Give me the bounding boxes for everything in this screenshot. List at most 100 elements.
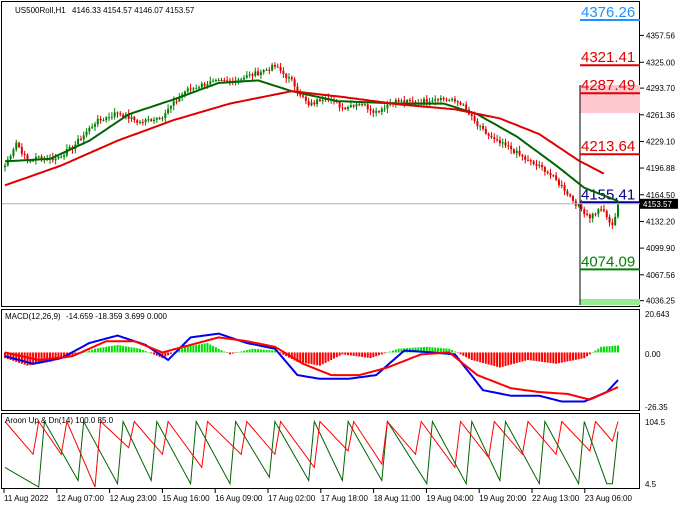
macd-histogram-bar xyxy=(144,351,147,353)
macd-histogram-bar xyxy=(138,348,141,353)
macd-histogram-bar xyxy=(602,346,605,353)
macd-histogram-bar xyxy=(614,345,617,353)
price-tick-label: 4036.25 xyxy=(646,297,675,306)
macd-histogram-bar xyxy=(212,345,215,353)
candle-body xyxy=(451,98,454,101)
macd-histogram-bar xyxy=(588,352,591,355)
macd-histogram-bar xyxy=(43,352,46,363)
candle-body xyxy=(600,209,603,211)
macd-histogram-bar xyxy=(124,346,127,353)
candle-body xyxy=(262,70,265,73)
macd-histogram-bar xyxy=(504,352,507,367)
macd-histogram-bar xyxy=(102,347,105,353)
candle-body xyxy=(549,173,552,176)
candle-body xyxy=(82,135,85,140)
macd-histogram-bar xyxy=(330,352,333,360)
macd-histogram-bar xyxy=(63,352,66,359)
macd-histogram-bar xyxy=(456,352,459,353)
candle-body xyxy=(32,160,35,162)
candle-body xyxy=(408,99,411,102)
candle-body xyxy=(462,104,465,106)
macd-histogram-bar xyxy=(282,352,285,355)
candle-body xyxy=(279,67,282,71)
macd-histogram-bar xyxy=(518,352,521,363)
macd-histogram-bar xyxy=(192,345,195,353)
candle-body xyxy=(341,107,344,109)
macd-histogram-bar xyxy=(240,351,243,353)
candle-body xyxy=(237,79,240,81)
candle-body xyxy=(203,83,206,86)
candle-body xyxy=(57,157,60,159)
candle-body xyxy=(296,86,299,92)
aroon-down-line xyxy=(4,419,619,488)
candle-body xyxy=(527,159,530,161)
candle-body xyxy=(498,140,501,144)
macd-histogram-bar xyxy=(141,349,144,353)
macd-histogram-bar xyxy=(324,352,327,363)
macd-histogram-bar xyxy=(507,352,510,366)
macd-histogram-bar xyxy=(293,352,296,361)
macd-histogram-bar xyxy=(538,352,541,362)
candle-body xyxy=(40,156,43,160)
macd-histogram-bar xyxy=(434,347,437,353)
candle-body xyxy=(316,99,319,105)
macd-histogram-bar xyxy=(6,352,9,360)
level-label: 4155.41 xyxy=(581,186,635,203)
level-zone-green xyxy=(580,299,640,305)
macd-histogram-bar xyxy=(169,352,172,354)
level-label: 4287.49 xyxy=(581,77,635,94)
macd-histogram-bar xyxy=(153,352,156,355)
macd-histogram-bar xyxy=(262,349,265,353)
macd-histogram-bar xyxy=(341,352,344,355)
macd-histogram-bar xyxy=(248,349,251,353)
macd-histogram-bar xyxy=(465,352,468,358)
price-tick-label: 4325.00 xyxy=(646,58,675,67)
macd-histogram-bar xyxy=(591,352,594,353)
macd-histogram-bar xyxy=(451,350,454,353)
macd-histogram-bar xyxy=(245,350,248,353)
candle-body xyxy=(439,97,442,101)
time-tick-label: 11 Aug 2022 xyxy=(4,494,49,503)
candle-body xyxy=(569,194,572,197)
candle-body xyxy=(479,126,482,128)
candle-body xyxy=(288,77,291,79)
time-tick-label: 12 Aug 07:00 xyxy=(57,494,105,503)
macd-histogram-bar xyxy=(228,352,231,355)
macd-histogram-bar xyxy=(178,349,181,353)
candle-body xyxy=(566,191,569,195)
level-label: 4213.64 xyxy=(581,138,635,155)
macd-histogram-bar xyxy=(93,348,96,353)
candle-body xyxy=(459,102,462,105)
candle-body xyxy=(496,139,499,141)
candle-body xyxy=(209,81,212,85)
candle-body xyxy=(158,117,161,119)
candle-body xyxy=(521,154,524,157)
macd-histogram-bar xyxy=(164,352,167,357)
macd-histogram-bar xyxy=(358,352,361,357)
macd-histogram-bar xyxy=(223,351,226,353)
macd-histogram-bar xyxy=(279,352,282,354)
macd-histogram-bar xyxy=(338,352,341,356)
macd-histogram-bar xyxy=(327,352,330,362)
candle-body xyxy=(422,98,425,104)
candle-body xyxy=(597,209,600,214)
macd-histogram-bar xyxy=(605,346,608,353)
macd-histogram-bar xyxy=(259,349,262,353)
candle-body xyxy=(136,120,139,123)
candle-body xyxy=(456,101,459,103)
price-tick-label: 4357.56 xyxy=(646,31,675,40)
time-tick-label: 19 Aug 04:00 xyxy=(426,494,474,503)
candle-body xyxy=(91,126,94,128)
macd-histogram-bar xyxy=(307,352,310,364)
macd-histogram-bar xyxy=(583,352,586,359)
candle-body xyxy=(321,100,324,102)
macd-histogram-bar xyxy=(487,352,490,365)
macd-histogram-bar xyxy=(448,348,451,353)
macd-histogram-bar xyxy=(555,352,558,364)
macd-histogram-bar xyxy=(431,347,434,353)
candle-body xyxy=(99,118,102,121)
candle-body xyxy=(448,100,451,102)
macd-histogram-bar xyxy=(304,352,307,364)
macd-histogram-bar xyxy=(524,352,527,361)
candle-body xyxy=(198,87,201,89)
